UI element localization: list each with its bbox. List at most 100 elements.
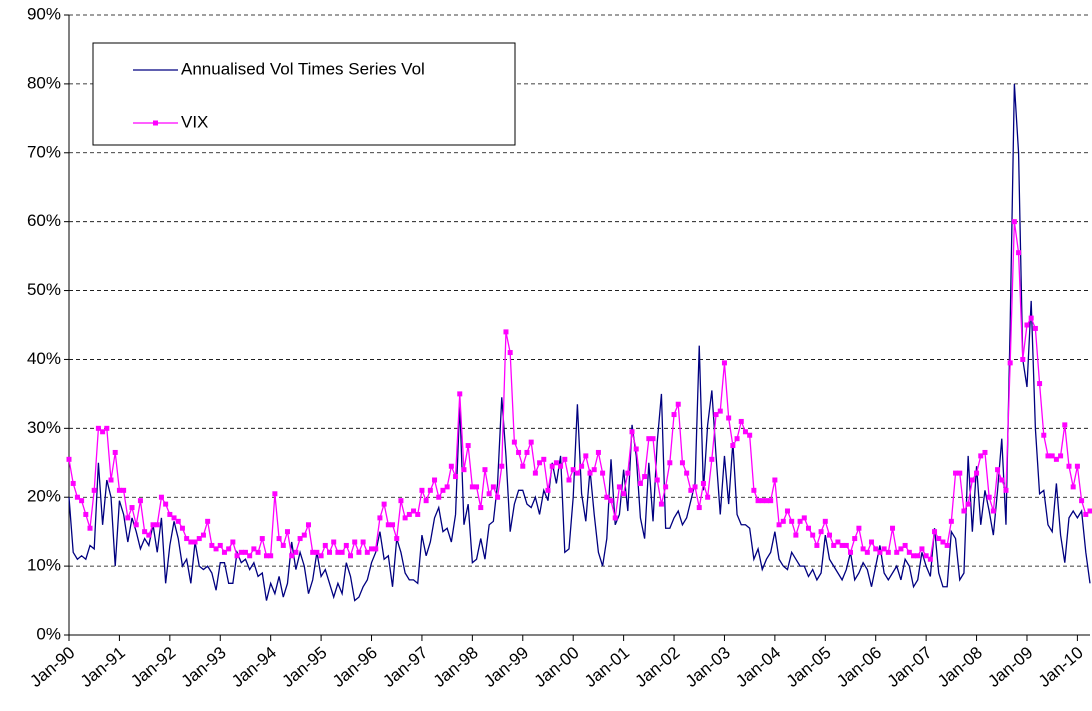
point-marker xyxy=(364,549,370,555)
point-marker xyxy=(474,484,480,490)
point-marker xyxy=(104,425,110,431)
point-marker xyxy=(852,536,858,542)
point-marker xyxy=(66,456,72,462)
point-marker xyxy=(1083,511,1089,517)
point-marker xyxy=(1062,422,1068,428)
point-marker xyxy=(982,449,988,455)
point-marker xyxy=(726,415,732,421)
x-tick-label: Jan-96 xyxy=(329,643,381,691)
point-marker xyxy=(658,501,664,507)
point-marker xyxy=(558,463,564,469)
point-marker xyxy=(507,350,513,356)
point-marker xyxy=(621,491,627,497)
x-tick-label: Jan-93 xyxy=(178,643,230,691)
point-marker xyxy=(129,505,135,511)
point-marker xyxy=(948,518,954,524)
point-marker xyxy=(284,529,290,535)
point-marker xyxy=(448,463,454,469)
legend-label: VIX xyxy=(181,112,208,131)
point-marker xyxy=(923,553,929,559)
point-marker xyxy=(755,498,761,504)
point-marker xyxy=(692,484,698,490)
x-tick-label: Jan-94 xyxy=(228,643,280,691)
point-marker xyxy=(633,446,639,452)
x-tick-label: Jan-05 xyxy=(783,643,835,691)
point-marker xyxy=(759,498,765,504)
point-marker xyxy=(1041,432,1047,438)
point-marker xyxy=(70,480,76,486)
point-marker xyxy=(595,449,601,455)
point-marker xyxy=(453,474,459,480)
point-marker xyxy=(486,491,492,497)
point-marker xyxy=(331,539,337,545)
point-marker xyxy=(700,480,706,486)
point-marker xyxy=(373,546,379,552)
point-marker xyxy=(440,487,446,493)
point-marker xyxy=(360,539,366,545)
point-marker xyxy=(911,553,917,559)
point-marker xyxy=(457,391,463,397)
point-marker xyxy=(1049,453,1055,459)
point-marker xyxy=(612,515,618,521)
point-marker xyxy=(516,449,522,455)
point-marker xyxy=(772,477,778,483)
point-marker xyxy=(83,511,89,517)
point-marker xyxy=(818,529,824,535)
point-marker xyxy=(902,542,908,548)
x-tick-label: Jan-90 xyxy=(26,643,78,691)
point-marker xyxy=(272,491,278,497)
point-marker xyxy=(74,494,80,500)
point-marker xyxy=(436,494,442,500)
point-marker xyxy=(679,460,685,466)
point-marker xyxy=(579,463,585,469)
point-marker xyxy=(532,470,538,476)
point-marker xyxy=(1011,219,1017,225)
point-marker xyxy=(995,467,1001,473)
x-tick-label: Jan-09 xyxy=(984,643,1036,691)
x-tick-label: Jan-03 xyxy=(682,643,734,691)
point-marker xyxy=(898,546,904,552)
point-marker xyxy=(562,456,568,462)
point-marker xyxy=(461,467,467,473)
point-marker xyxy=(259,536,265,542)
point-marker xyxy=(196,536,202,542)
point-marker xyxy=(205,518,211,524)
point-marker xyxy=(444,484,450,490)
point-marker xyxy=(877,549,883,555)
point-marker xyxy=(381,501,387,507)
point-marker xyxy=(566,477,572,483)
point-marker xyxy=(625,470,631,476)
point-marker xyxy=(419,487,425,493)
point-marker xyxy=(890,525,896,531)
point-marker xyxy=(511,439,517,445)
x-tick-label: Jan-00 xyxy=(531,643,583,691)
point-marker xyxy=(1020,356,1026,362)
point-marker xyxy=(583,453,589,459)
point-marker xyxy=(112,449,118,455)
point-marker xyxy=(742,429,748,435)
point-marker xyxy=(684,470,690,476)
x-tick-label: Jan-98 xyxy=(430,643,482,691)
point-marker xyxy=(478,505,484,511)
point-marker xyxy=(793,532,799,538)
point-marker xyxy=(1045,453,1051,459)
point-marker xyxy=(394,536,400,542)
point-marker xyxy=(957,470,963,476)
point-marker xyxy=(125,515,131,521)
point-marker xyxy=(213,546,219,552)
point-marker xyxy=(154,522,160,528)
point-marker xyxy=(226,546,232,552)
point-marker xyxy=(1024,322,1030,328)
point-marker xyxy=(810,532,816,538)
point-marker xyxy=(490,484,496,490)
point-marker xyxy=(293,549,299,555)
point-marker xyxy=(671,412,677,418)
point-marker xyxy=(242,549,248,555)
point-marker xyxy=(1058,453,1064,459)
point-marker xyxy=(1028,315,1034,321)
point-marker xyxy=(297,536,303,542)
point-marker xyxy=(629,429,635,435)
y-tick-label: 10% xyxy=(27,556,61,575)
point-marker xyxy=(402,515,408,521)
